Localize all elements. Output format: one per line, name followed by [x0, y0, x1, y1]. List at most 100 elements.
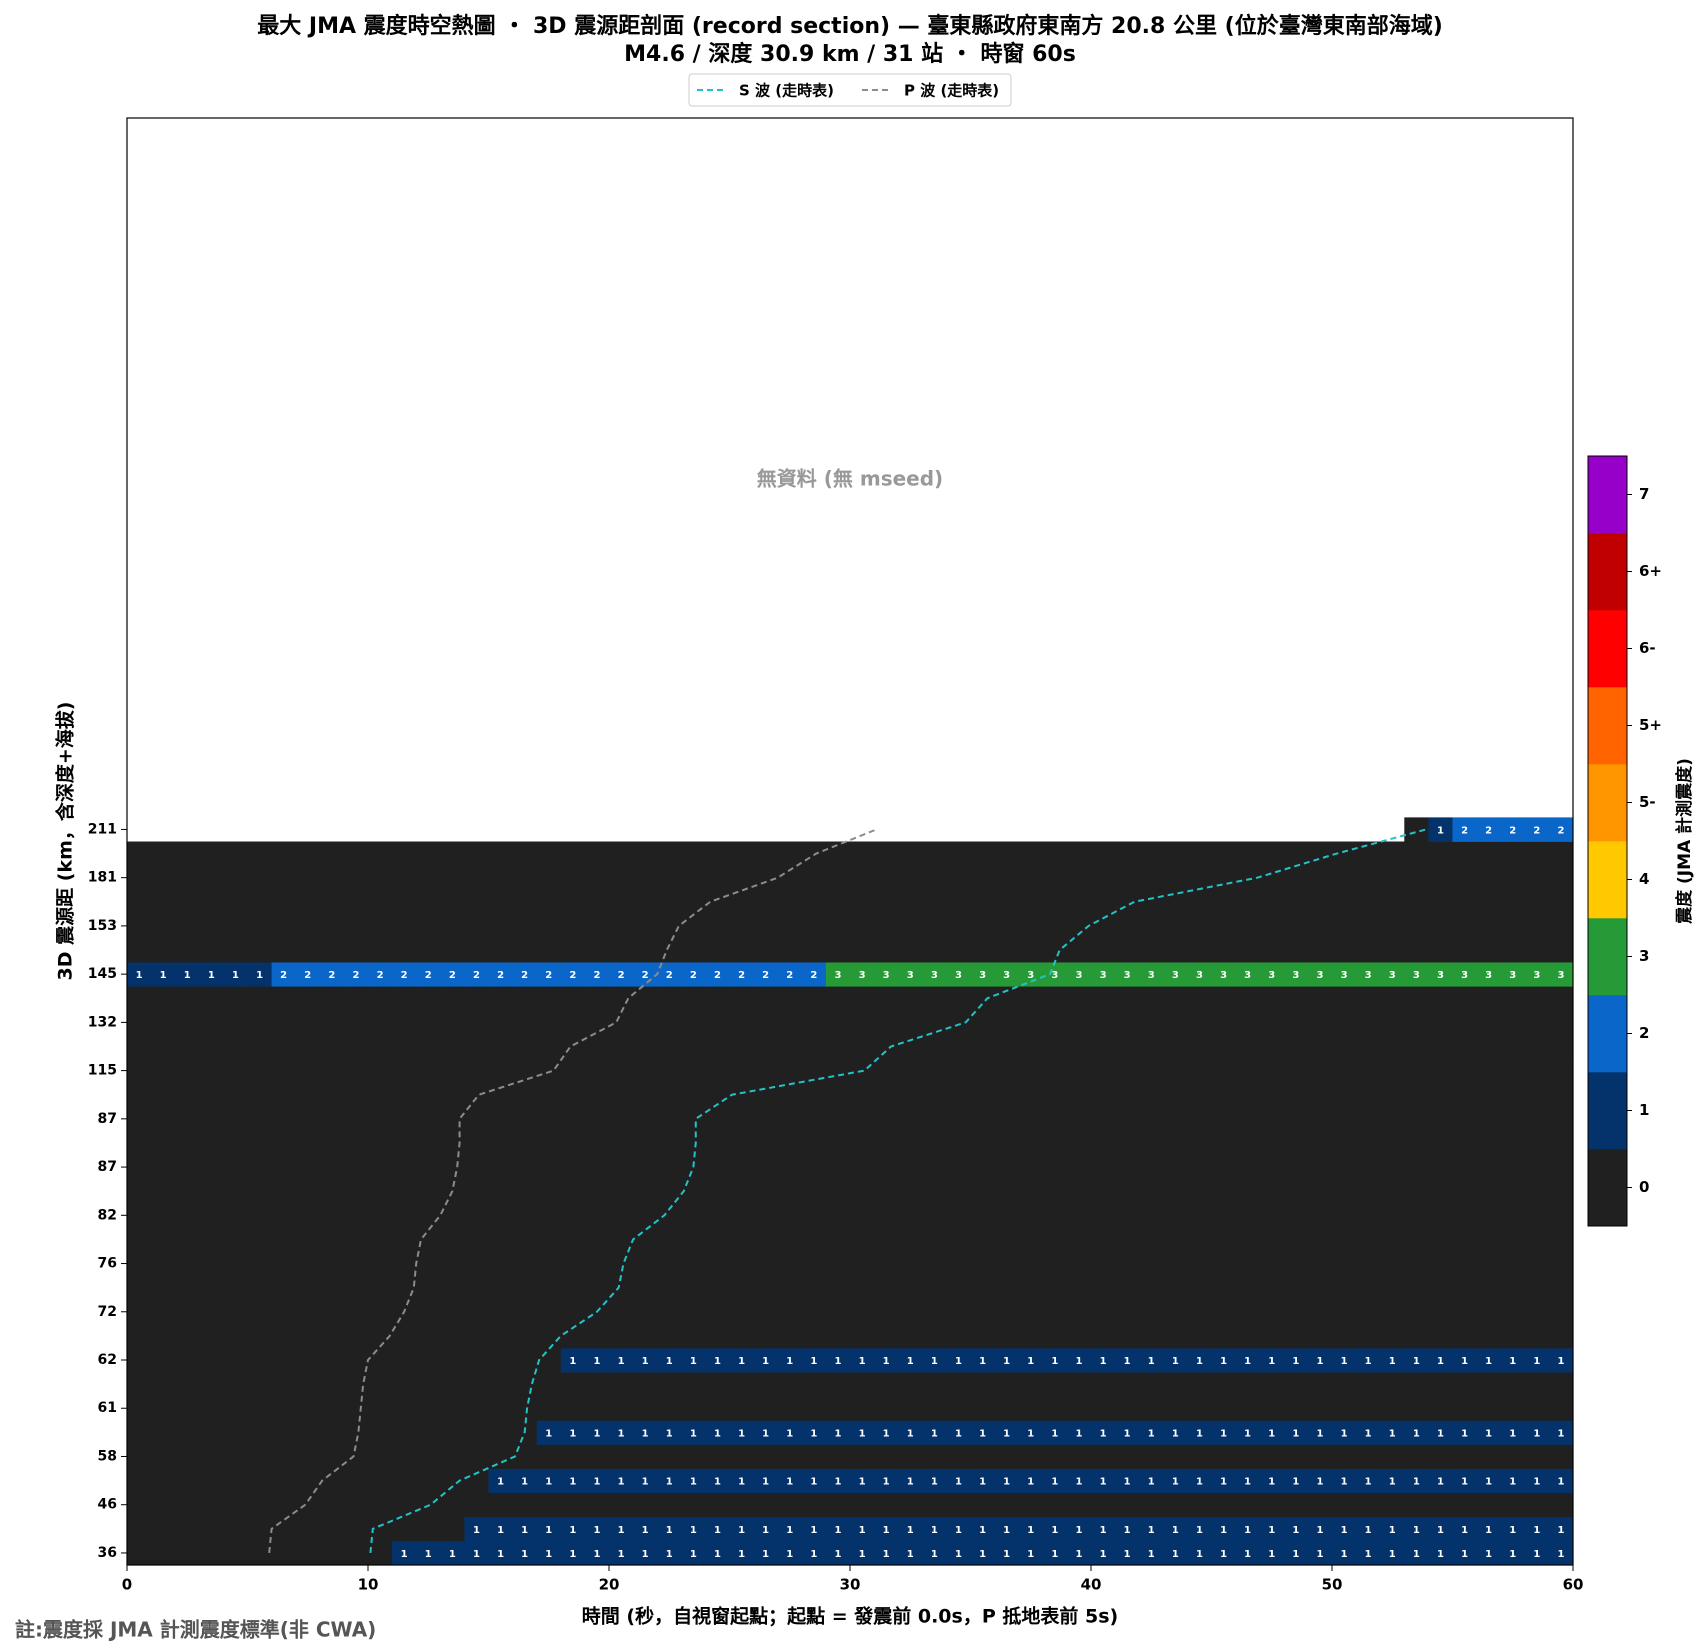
heatmap-cell	[1548, 1251, 1574, 1276]
heatmap-cell	[1404, 1468, 1429, 1494]
heatmap-cell	[1163, 937, 1188, 963]
heatmap-cell	[1452, 1034, 1477, 1059]
heatmap-cell	[319, 1516, 345, 1542]
heatmap-cell	[1187, 1034, 1212, 1059]
heatmap-cell	[825, 841, 851, 867]
heatmap-cell	[127, 1082, 152, 1108]
heatmap-cell	[536, 1516, 562, 1542]
heatmap-cell	[1018, 865, 1044, 891]
cell-label: 1	[1461, 1525, 1468, 1536]
cell-label: 1	[1533, 1549, 1540, 1560]
heatmap-cell	[681, 1492, 706, 1518]
heatmap-cell	[223, 1516, 248, 1542]
heatmap-cell	[1283, 889, 1309, 915]
heatmap-cell	[922, 1034, 947, 1059]
heatmap-cell	[392, 1130, 417, 1156]
heatmap-cell	[753, 1323, 779, 1349]
cell-label: 1	[907, 1477, 914, 1488]
heatmap-cell	[488, 1372, 513, 1397]
heatmap-cell	[319, 1251, 345, 1276]
heatmap-cell	[874, 1275, 899, 1301]
heatmap-cell	[825, 1540, 851, 1566]
heatmap-cell	[1115, 962, 1140, 987]
heatmap-cell	[777, 1299, 803, 1325]
heatmap-cell	[392, 1516, 417, 1542]
heatmap-cell	[850, 1106, 875, 1132]
heatmap-cell	[1211, 1155, 1236, 1180]
cell-label: 1	[1341, 1477, 1348, 1488]
heatmap-cell	[223, 1444, 248, 1469]
heatmap-cell	[1066, 1347, 1092, 1373]
heatmap-cell	[1091, 1372, 1116, 1397]
heatmap-cell	[801, 937, 827, 963]
heatmap-cell	[1042, 962, 1068, 987]
heatmap-cell	[1139, 1034, 1164, 1059]
heatmap-cell	[1283, 1444, 1309, 1469]
heatmap-cell	[1066, 986, 1092, 1011]
cell-label: 2	[280, 970, 287, 981]
heatmap-cell	[1548, 889, 1574, 915]
cell-label: 2	[762, 970, 769, 981]
heatmap-cell	[1259, 1203, 1285, 1228]
heatmap-cell	[416, 1396, 441, 1421]
heatmap-cell	[392, 962, 417, 987]
heatmap-cell	[898, 1179, 923, 1204]
heatmap-cell	[1283, 841, 1309, 867]
cell-label: 1	[1148, 1549, 1155, 1560]
heatmap-cell	[898, 1275, 923, 1301]
heatmap-cell	[151, 1347, 176, 1373]
heatmap-cell	[1283, 1540, 1309, 1566]
heatmap-cell	[1163, 1396, 1188, 1421]
cell-label: 1	[618, 1428, 625, 1439]
cell-label: 3	[1389, 970, 1396, 981]
heatmap-cell	[898, 1082, 923, 1108]
heatmap-cell	[536, 1540, 562, 1566]
heatmap-cell	[874, 1516, 899, 1542]
cell-label: 1	[1172, 1428, 1179, 1439]
heatmap-cell	[295, 1251, 321, 1276]
heatmap-cell	[994, 1492, 1020, 1518]
cell-label: 1	[738, 1477, 745, 1488]
heatmap-cell	[970, 1372, 995, 1397]
heatmap-cell	[825, 1420, 851, 1445]
heatmap-cell	[898, 1372, 923, 1397]
heatmap-cell	[994, 1179, 1020, 1204]
heatmap-cell	[1356, 1540, 1381, 1566]
heatmap-cell	[247, 1058, 272, 1084]
heatmap-cell	[368, 913, 393, 939]
heatmap-cell	[343, 1179, 369, 1204]
heatmap-cell	[464, 1203, 489, 1228]
cell-label: 1	[810, 1428, 817, 1439]
heatmap-cell	[1452, 1540, 1477, 1566]
heatmap-cell	[1018, 1130, 1044, 1156]
cell-label: 3	[1027, 970, 1034, 981]
heatmap-cell	[392, 1372, 417, 1397]
heatmap-cell	[464, 1299, 489, 1325]
heatmap-cell	[1018, 1203, 1044, 1228]
heatmap-cell	[1428, 1130, 1453, 1156]
heatmap-cell	[777, 1323, 803, 1349]
heatmap-cell	[970, 1106, 995, 1132]
heatmap-cell	[464, 1516, 489, 1542]
heatmap-cell	[1428, 986, 1453, 1011]
heatmap-cell	[777, 1010, 803, 1035]
heatmap-cell	[1235, 1468, 1261, 1494]
heatmap-cell	[1187, 1323, 1212, 1349]
heatmap-cell	[729, 1227, 754, 1252]
heatmap-cell	[1380, 1396, 1405, 1421]
heatmap-cell	[151, 1323, 176, 1349]
cell-label: 1	[642, 1428, 649, 1439]
heatmap-cell	[464, 1058, 489, 1084]
cell-label: 1	[762, 1525, 769, 1536]
heatmap-cell	[512, 1010, 538, 1035]
heatmap-cell	[970, 986, 995, 1011]
heatmap-cell	[1524, 889, 1550, 915]
cell-label: 1	[1124, 1356, 1131, 1367]
heatmap-cell	[970, 1251, 995, 1276]
heatmap-cell	[223, 1275, 248, 1301]
heatmap-cell	[898, 913, 923, 939]
heatmap-cell	[1524, 1010, 1550, 1035]
heatmap-cell	[536, 986, 562, 1011]
cell-label: 1	[642, 1549, 649, 1560]
heatmap-cell	[1283, 1155, 1309, 1180]
